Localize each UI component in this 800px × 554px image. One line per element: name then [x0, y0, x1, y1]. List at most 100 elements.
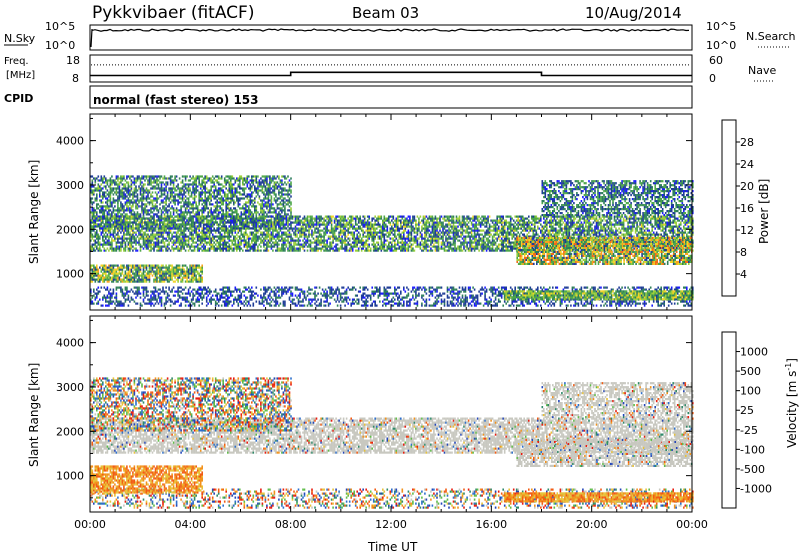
- power-cell: [201, 235, 203, 238]
- power-cell: [171, 245, 173, 248]
- power-cell: [389, 231, 392, 234]
- power-cell: [223, 300, 226, 303]
- power-cell: [240, 225, 243, 228]
- power-cell: [288, 235, 291, 238]
- power-cell: [213, 227, 215, 230]
- power-cell: [291, 292, 294, 295]
- power-cell: [100, 215, 103, 218]
- power-cell: [326, 247, 328, 250]
- power-cell: [318, 221, 321, 224]
- power-cell: [320, 249, 322, 252]
- power-cell: [135, 270, 137, 273]
- power-cell: [204, 247, 206, 250]
- power-cell: [457, 304, 459, 307]
- power-cell: [261, 241, 264, 244]
- power-cell: [315, 215, 318, 218]
- power-cell: [455, 302, 458, 305]
- power-cell: [151, 296, 154, 299]
- power-cell: [144, 245, 146, 248]
- power-cell: [317, 243, 319, 246]
- power-cell: [239, 215, 241, 218]
- power-cell: [421, 304, 423, 307]
- power-cell: [123, 276, 125, 279]
- power-cell: [386, 290, 389, 293]
- power-cell: [655, 290, 658, 293]
- power-cell: [330, 288, 333, 291]
- power-cell: [464, 290, 467, 293]
- power-cell: [90, 249, 92, 252]
- power-cell: [162, 280, 164, 283]
- power-cell: [162, 227, 164, 230]
- power-cell: [255, 239, 258, 242]
- power-cell: [416, 286, 419, 289]
- power-cell: [264, 288, 267, 291]
- power-cell: [540, 296, 542, 299]
- power-cell: [368, 221, 370, 224]
- power-cell: [594, 286, 596, 289]
- power-cell: [389, 223, 392, 226]
- power-cell: [190, 233, 193, 236]
- power-cell: [345, 249, 348, 252]
- power-cell: [175, 300, 178, 303]
- power-cell: [105, 304, 107, 307]
- power-cell: [252, 231, 255, 234]
- power-cell: [105, 221, 107, 224]
- power-cell: [308, 227, 310, 230]
- power-cell: [192, 239, 194, 242]
- power-cell: [147, 270, 149, 273]
- power-cell: [311, 288, 313, 291]
- power-cell: [133, 235, 136, 238]
- power-cell: [112, 290, 115, 293]
- power-cell: [90, 300, 92, 303]
- power-cell: [434, 302, 437, 305]
- power-cell: [333, 225, 336, 228]
- power-cell: [184, 270, 187, 273]
- power-cell: [258, 302, 261, 305]
- power-cell: [127, 296, 130, 299]
- power-cell: [281, 233, 283, 236]
- power-cell: [130, 233, 133, 236]
- power-cell: [360, 294, 363, 297]
- power-cell: [553, 304, 556, 307]
- power-cell: [99, 276, 101, 279]
- power-cell: [338, 223, 340, 226]
- power-cell: [178, 233, 181, 236]
- power-cell: [324, 294, 327, 297]
- power-cell: [321, 223, 324, 226]
- power-cell: [186, 243, 188, 246]
- power-cell: [106, 239, 109, 242]
- power-cell: [385, 239, 387, 242]
- power-cell: [234, 286, 237, 289]
- power-cell: [362, 231, 364, 234]
- power-cell: [223, 231, 226, 234]
- power-cell: [354, 219, 357, 222]
- power-cell: [114, 274, 116, 277]
- power-cell: [106, 288, 109, 291]
- power-cell: [223, 292, 226, 295]
- power-cell: [169, 268, 172, 271]
- power-cell: [160, 300, 163, 303]
- power-cell: [270, 247, 273, 250]
- power-cell: [90, 239, 92, 242]
- power-cell: [245, 241, 247, 244]
- power-cell: [537, 288, 539, 291]
- power-cell: [195, 264, 197, 267]
- power-cell: [181, 241, 184, 244]
- power-cell: [139, 249, 142, 252]
- power-cell: [115, 298, 118, 301]
- power-cell: [290, 223, 292, 226]
- power-cell: [210, 298, 212, 301]
- power-cell: [166, 278, 169, 281]
- power-cell: [288, 286, 291, 289]
- power-cell: [106, 286, 109, 289]
- power-cell: [97, 239, 100, 242]
- power-cell: [162, 278, 164, 281]
- power-cell: [196, 239, 199, 242]
- power-cell: [190, 300, 193, 303]
- power-cell: [347, 231, 349, 234]
- power-cell: [162, 231, 164, 234]
- power-cell: [135, 296, 137, 299]
- power-cell: [580, 300, 583, 303]
- power-cell: [479, 294, 482, 297]
- power-cell: [214, 235, 217, 238]
